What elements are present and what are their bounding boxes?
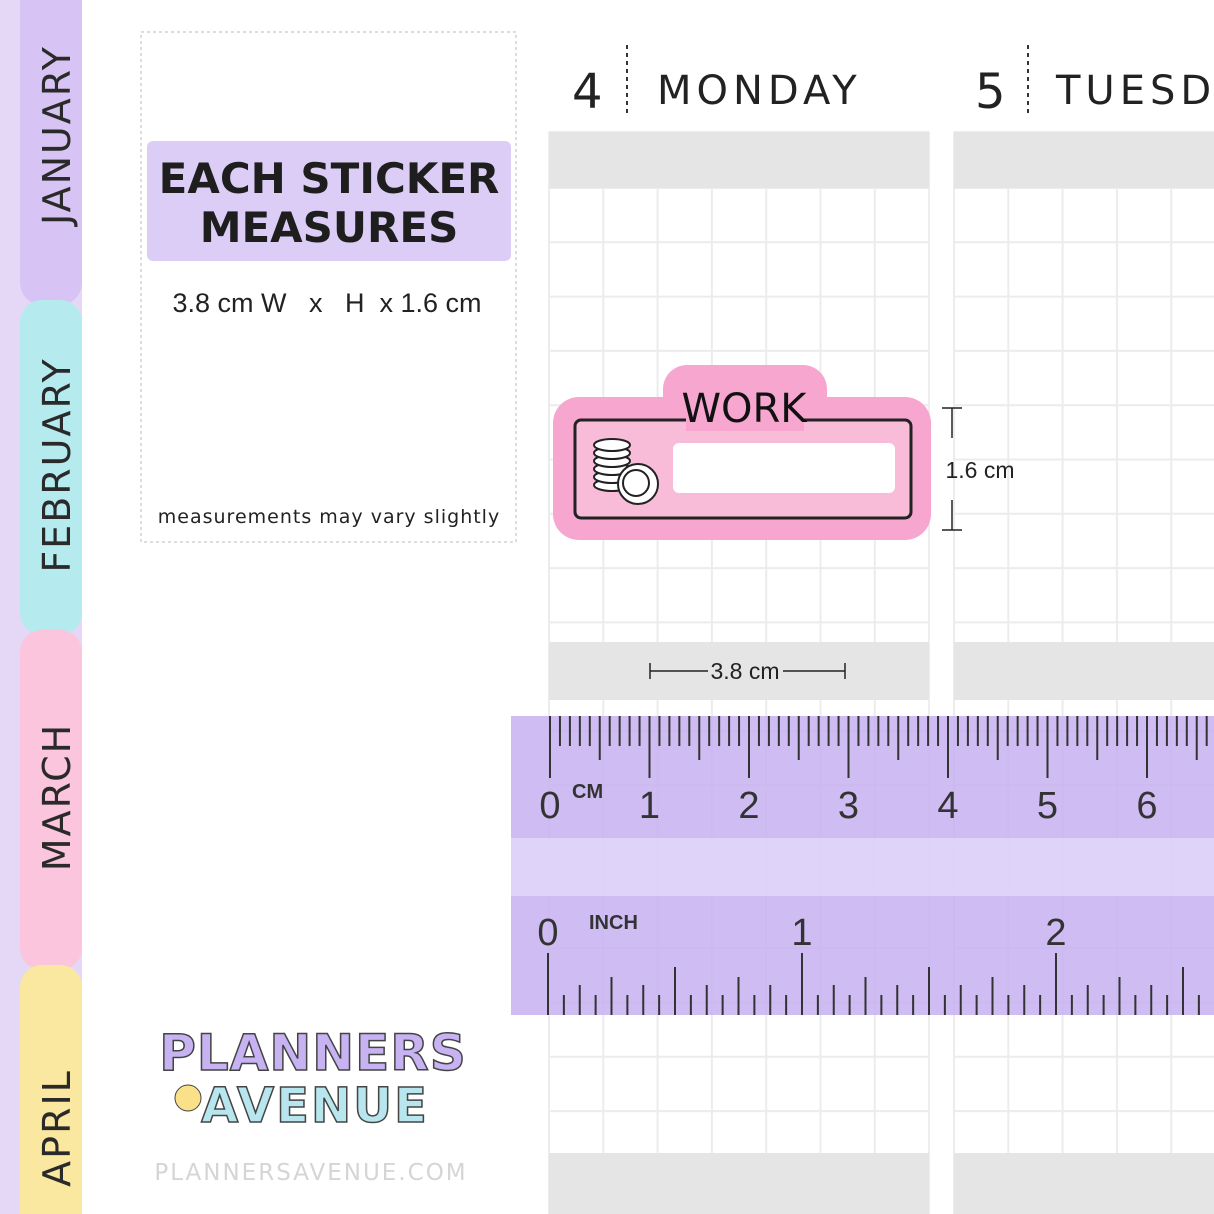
tab[interactable] xyxy=(20,0,82,305)
width-label: 3.8 cm xyxy=(710,658,779,684)
ruler-number: 0 xyxy=(539,785,560,827)
tab-label: JANUARY xyxy=(35,45,79,227)
info-box xyxy=(140,31,517,543)
planner-columns xyxy=(548,131,1214,1214)
ruler-number: 1 xyxy=(639,785,660,827)
band xyxy=(954,132,1214,188)
sticker: WORK xyxy=(553,365,931,540)
logo-text: AVENUE xyxy=(201,1078,429,1134)
ruler-number: 6 xyxy=(1136,785,1157,827)
ruler-number: 5 xyxy=(1037,785,1058,827)
ruler-number: 4 xyxy=(937,785,958,827)
height-marker xyxy=(942,407,962,531)
day-number: 5 xyxy=(975,64,1006,120)
day-name: TUESDAY xyxy=(1055,68,1214,114)
info-dimensions: 3.8 cm W x H x 1.6 cm xyxy=(172,288,481,318)
ruler-unit: CM xyxy=(572,781,603,803)
logo-text: PLANNERS xyxy=(159,1024,467,1082)
ruler-number: 3 xyxy=(838,785,859,827)
tab-label: MARCH xyxy=(35,723,79,871)
ruler-number: 0 xyxy=(537,912,558,954)
height-label: 1.6 cm xyxy=(945,457,1014,483)
day-name: MONDAY xyxy=(657,68,862,114)
ruler-number: 1 xyxy=(791,912,812,954)
band xyxy=(954,642,1214,700)
tab[interactable] xyxy=(20,630,82,970)
ruler-number: 2 xyxy=(1045,912,1066,954)
band xyxy=(954,1153,1214,1214)
ruler-unit: INCH xyxy=(589,912,638,934)
band xyxy=(549,132,929,188)
tab-label: APRIL xyxy=(35,1069,79,1187)
tab-label: FEBRUARY xyxy=(35,357,79,572)
width-marker xyxy=(649,663,846,679)
band xyxy=(549,642,929,700)
info-title: MEASURES xyxy=(200,203,459,252)
sticker-label: WORK xyxy=(681,386,808,432)
band xyxy=(549,1153,929,1214)
logo: PLANNERS AVENUE xyxy=(158,1023,467,1135)
day-number: 4 xyxy=(572,64,603,120)
ruler: 0 1 2 3 4 5 6 0 1 2 xyxy=(511,716,1214,1015)
ruler-number: 2 xyxy=(738,785,759,827)
tab[interactable] xyxy=(20,965,82,1214)
info-title: EACH STICKER xyxy=(159,154,500,203)
info-note: measurements may vary slightly xyxy=(158,506,500,528)
info-title-bg xyxy=(147,141,511,261)
tab[interactable] xyxy=(20,300,82,635)
website: PLANNERSAVENUE.COM xyxy=(154,1160,467,1186)
